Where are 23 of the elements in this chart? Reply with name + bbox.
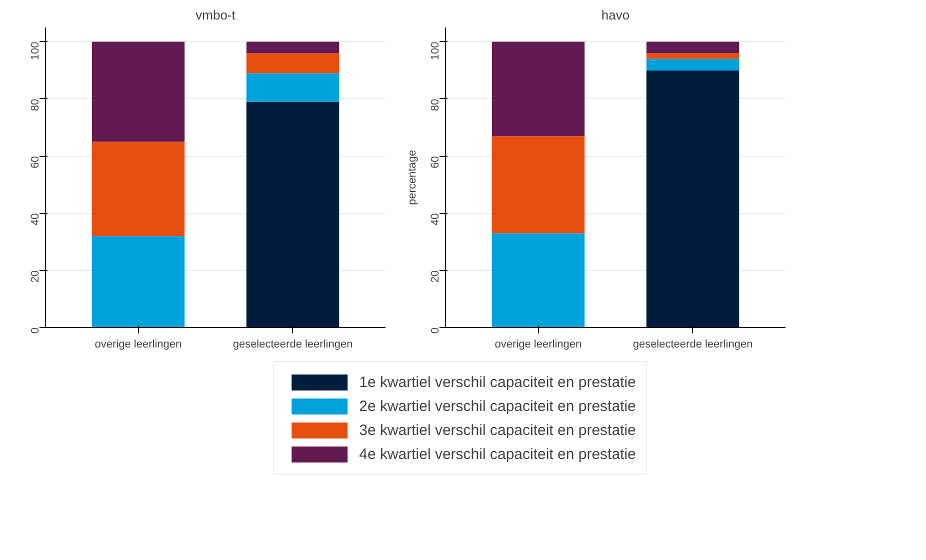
legend-label: 3e kwartiel verschil capaciteit en prestatie — [359, 422, 636, 438]
chart-title: vmbo-t — [196, 8, 236, 22]
legend-label: 1e kwartiel verschil capaciteit en prestatie — [359, 374, 636, 390]
chart-title: havo — [601, 8, 630, 22]
x-tick-label: geselecteerde leerlingen — [632, 338, 753, 350]
y-tick-label: 100 — [30, 42, 42, 60]
x-tick-label: geselecteerde leerlingen — [232, 338, 353, 350]
y-tick-label: 60 — [430, 156, 442, 168]
legend-label: 4e kwartiel verschil capaciteit en prestatie — [359, 446, 636, 462]
y-tick-label: 0 — [30, 327, 42, 334]
x-tick-label: overige leerlingen — [94, 338, 182, 350]
y-tick-label: 80 — [30, 98, 42, 112]
y-tick-label: 40 — [430, 213, 442, 226]
x-tick-label: overige leerlingen — [494, 338, 582, 350]
y-tick-label: 80 — [430, 98, 442, 112]
y-tick-label: 40 — [30, 213, 42, 226]
y-tick-label: 20 — [30, 270, 42, 283]
y-tick-label: 100 — [430, 42, 442, 60]
legend-label: 2e kwartiel verschil capaciteit en prestatie — [359, 398, 636, 414]
y-tick-label: 0 — [430, 327, 442, 334]
y-tick-label: 60 — [30, 156, 42, 168]
y-tick-label: 20 — [430, 270, 442, 283]
y-axis-title: percentage — [406, 150, 418, 206]
